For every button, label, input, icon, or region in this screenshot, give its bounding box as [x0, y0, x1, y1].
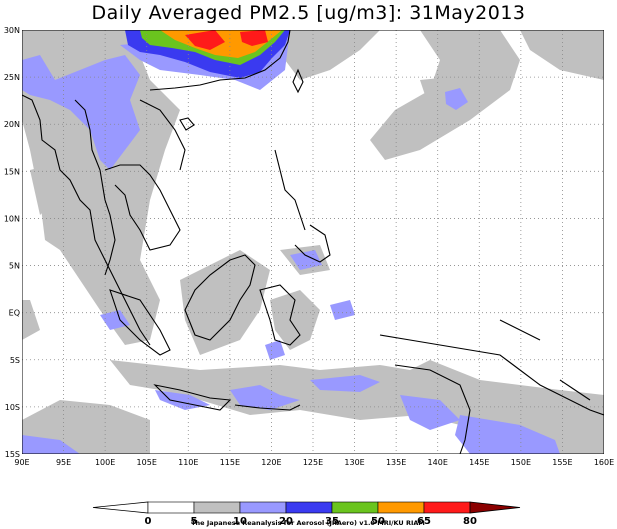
colorbar-left-arrow — [92, 501, 149, 514]
lat-tick-label: 15N — [4, 167, 20, 176]
colorbar-level-label: 65 — [417, 516, 431, 527]
lon-tick-label: 115E — [220, 458, 240, 467]
lat-tick-label: 25N — [4, 73, 20, 82]
lat-tick-label: 20N — [4, 120, 20, 129]
lat-tick-label: 10N — [4, 214, 20, 223]
lat-tick-label: 30N — [4, 26, 20, 35]
colorbar-segment — [147, 501, 195, 514]
lon-tick-label: 125E — [303, 458, 323, 467]
lon-tick-label: 135E — [386, 458, 406, 467]
lon-tick-label: 155E — [552, 458, 572, 467]
lon-tick-label: 140E — [428, 458, 448, 467]
lat-tick-label: EQ — [9, 309, 20, 318]
colorbar-segment — [239, 501, 287, 514]
lon-tick-label: 105E — [137, 458, 157, 467]
pm25-level-65-80-regions — [185, 30, 268, 50]
lon-tick-label: 145E — [469, 458, 489, 467]
lon-tick-label: 150E — [511, 458, 531, 467]
credit-text: The Japanese Reanalysis for Aerosol (JRA… — [191, 519, 425, 527]
colorbar-level-label: 0 — [145, 516, 152, 527]
colorbar-segment — [331, 501, 379, 514]
lon-tick-label: 130E — [344, 458, 364, 467]
colorbar-segment — [377, 501, 425, 514]
lon-tick-label: 120E — [261, 458, 281, 467]
lon-tick-label: 110E — [178, 458, 198, 467]
colorbar-level-label: 35 — [325, 516, 339, 527]
map-title: Daily Averaged PM2.5 [ug/m3]: 31May2013 — [91, 2, 526, 24]
coastlines — [22, 30, 604, 454]
lat-tick-label: 5S — [10, 356, 20, 365]
colorbar: 0 5 10 20 35 50 65 80 — [92, 501, 521, 527]
lat-tick-label: 5N — [9, 262, 20, 271]
lat-tick-label: 15S — [5, 450, 20, 459]
lat-tick-label: 10S — [5, 403, 20, 412]
colorbar-segment — [423, 501, 471, 514]
lon-tick-label: 160E — [594, 458, 614, 467]
lon-tick-label: 100E — [95, 458, 115, 467]
colorbar-level-label: 10 — [233, 516, 247, 527]
colorbar-level-label: 80 — [463, 516, 477, 527]
longitude-axis: 90E 95E 100E 105E 110E 115E 120E 125E 130E 135E 14… — [14, 458, 614, 467]
colorbar-level-label: 5 — [191, 516, 198, 527]
colorbar-segment — [285, 501, 333, 514]
colorbar-segment — [193, 501, 241, 514]
colorbar-right-arrow — [469, 501, 521, 514]
latitude-axis: 30N 25N 20N 15N 10N 5N EQ 5S 10S 15S — [4, 26, 20, 459]
lon-tick-label: 95E — [56, 458, 71, 467]
colorbar-level-label: 50 — [371, 516, 385, 527]
lon-tick-label: 90E — [14, 458, 29, 467]
colorbar-level-label: 20 — [279, 516, 293, 527]
